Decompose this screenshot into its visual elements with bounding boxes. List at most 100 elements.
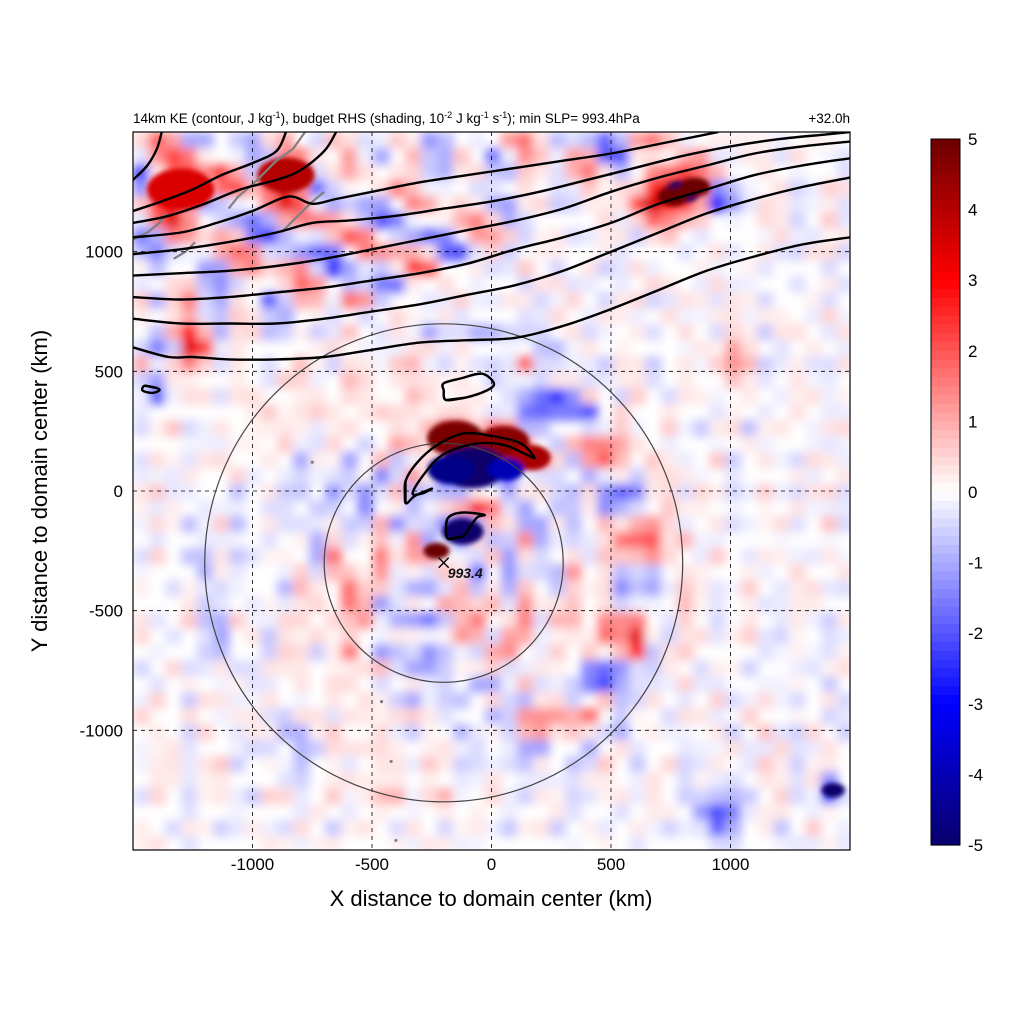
- shade-cell: [389, 580, 406, 597]
- colorbar-cell: [931, 527, 960, 537]
- shade-cell: [629, 644, 646, 661]
- shade-cell: [229, 132, 246, 149]
- shade-cell: [549, 628, 566, 645]
- ke-contour-9: [133, 132, 163, 181]
- shade-cell: [565, 564, 582, 581]
- shade-cell: [693, 596, 710, 613]
- colorbar-tick-label: 5: [968, 130, 977, 149]
- shade-cell: [453, 644, 470, 661]
- shade-cell: [245, 820, 262, 837]
- shade-cell: [517, 596, 534, 613]
- shade-cell: [501, 372, 518, 389]
- shade-cell: [261, 740, 278, 757]
- shade-cell: [741, 132, 758, 149]
- shade-cell: [709, 660, 726, 677]
- shade-cell: [133, 548, 150, 565]
- shade-cell: [421, 196, 438, 213]
- shade-cell: [805, 500, 822, 517]
- shade-cell: [309, 628, 326, 645]
- shade-cell: [565, 292, 582, 309]
- shade-cell: [421, 644, 438, 661]
- shade-cell: [613, 356, 630, 373]
- shade-cell: [549, 452, 566, 469]
- shade-cell: [645, 644, 662, 661]
- shade-cell: [693, 484, 710, 501]
- ke-contour-3: [133, 157, 850, 301]
- colorbar-tick-label: -3: [968, 695, 983, 714]
- shade-cell: [629, 772, 646, 789]
- shade-cell: [661, 628, 678, 645]
- shade-cell: [213, 260, 230, 277]
- shade-cell: [741, 356, 758, 373]
- shade-cell: [373, 708, 390, 725]
- shade-cell: [357, 228, 374, 245]
- shade-cell: [213, 788, 230, 805]
- shade-cell: [197, 324, 214, 341]
- storm-center-marker: [438, 557, 450, 569]
- shade-cell: [485, 148, 502, 165]
- shade-cell: [229, 612, 246, 629]
- x-axis-ticks: -1000 -500 0 500 1000: [231, 855, 750, 874]
- shade-cell: [213, 708, 230, 725]
- shade-cell: [661, 580, 678, 597]
- shade-cell: [629, 308, 646, 325]
- shade-cell: [357, 244, 374, 261]
- shade-cell: [293, 404, 310, 421]
- shade-cell: [405, 564, 422, 581]
- shade-cell: [405, 132, 422, 149]
- shade-cell: [821, 692, 838, 709]
- shade-cell: [581, 388, 598, 405]
- shade-cell: [213, 692, 230, 709]
- shade-cell: [517, 612, 534, 629]
- shade-cell: [597, 596, 614, 613]
- shade-cell: [357, 404, 374, 421]
- shade-cell: [501, 228, 518, 245]
- shade-cell: [229, 724, 246, 741]
- shade-cell: [597, 516, 614, 533]
- shade-cell: [197, 564, 214, 581]
- shade-cell: [757, 404, 774, 421]
- shade-cell: [597, 836, 614, 850]
- shade-cell: [341, 676, 358, 693]
- shade-cell: [437, 836, 454, 850]
- shade-cell: [709, 724, 726, 741]
- shade-cell: [581, 276, 598, 293]
- shade-cell: [453, 692, 470, 709]
- shade-cell: [581, 788, 598, 805]
- shade-cell: [469, 580, 486, 597]
- shade-cell: [149, 692, 166, 709]
- shade-cell: [533, 356, 550, 373]
- shade-cell: [581, 660, 598, 677]
- shade-cell: [549, 244, 566, 261]
- shade-cell: [469, 212, 486, 229]
- shade-cell: [629, 660, 646, 677]
- shade-cell: [789, 244, 806, 261]
- shade-cell: [613, 132, 630, 149]
- ke-closed-contour-north: [441, 372, 496, 402]
- shade-cell: [661, 452, 678, 469]
- shade-cell: [277, 436, 294, 453]
- shade-cell: [613, 500, 630, 517]
- shade-cell: [485, 580, 502, 597]
- shade-cell: [549, 596, 566, 613]
- shade-cell: [741, 340, 758, 357]
- shade-cell: [501, 244, 518, 261]
- shade-cell: [789, 676, 806, 693]
- shade-cell: [629, 564, 646, 581]
- shade-cell: [549, 468, 566, 485]
- shade-cell: [389, 276, 406, 293]
- shade-cell: [501, 340, 518, 357]
- shade-cell: [485, 356, 502, 373]
- colorbar-cell: [931, 747, 960, 758]
- shade-cell: [821, 676, 838, 693]
- shade-cell: [293, 452, 310, 469]
- shade-cell: [469, 820, 486, 837]
- shade-cell: [357, 340, 374, 357]
- shade-cell: [613, 724, 630, 741]
- shade-cell: [613, 596, 630, 613]
- shade-cell: [309, 452, 326, 469]
- shade-cell: [485, 180, 502, 197]
- shade-cell: [789, 452, 806, 469]
- shade-cell: [469, 676, 486, 693]
- shade-cell: [837, 436, 850, 453]
